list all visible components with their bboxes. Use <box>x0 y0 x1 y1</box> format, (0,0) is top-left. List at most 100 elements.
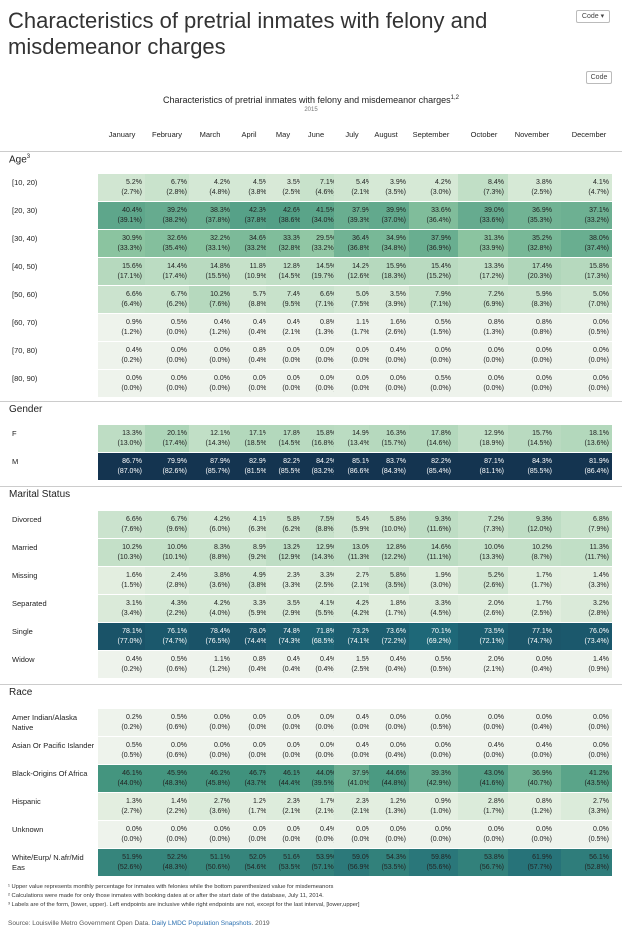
table-cell: 10.2% (7.6%) <box>196 290 230 310</box>
misdemeanor-value: (14.5%) <box>278 440 303 447</box>
table-cell: 0.0% (0.0%) <box>417 346 451 366</box>
table-cell: 53.9% (57.1%) <box>302 853 336 873</box>
cell-shade <box>229 453 266 480</box>
cell-shade <box>188 709 230 736</box>
felony-value: 30.9% <box>122 235 142 242</box>
felony-value: 1.3% <box>126 798 142 805</box>
table-cell: 6.6% (6.4%) <box>108 290 142 310</box>
misdemeanor-value: (2.1%) <box>483 666 504 673</box>
cell-shade <box>299 230 334 257</box>
felony-value: 45.9% <box>167 770 187 777</box>
cell-shade <box>144 342 189 369</box>
cell-shade <box>334 737 369 764</box>
felony-value: 0.0% <box>253 375 269 382</box>
table-cell: 8.3% (8.8%) <box>196 543 230 563</box>
table-cell: 1.2% (1.7%) <box>235 797 269 817</box>
code-button[interactable]: Code <box>586 71 612 84</box>
cell-shade <box>457 314 508 341</box>
misdemeanor-value: (7.0%) <box>588 301 609 308</box>
felony-value: 0.5% <box>171 319 187 326</box>
misdemeanor-value: (17.1%) <box>117 273 142 280</box>
felony-value: 13.3% <box>122 430 142 437</box>
misdemeanor-value: (33.2%) <box>311 245 336 252</box>
misdemeanor-value: (39.5%) <box>311 780 336 787</box>
table-cell: 0.8% (0.4%) <box>235 655 269 675</box>
section-divider <box>0 401 622 402</box>
felony-value: 17.8% <box>431 430 451 437</box>
table-cell: 0.5% (0.0%) <box>153 318 187 338</box>
table-cell: 2.7% (3.3%) <box>575 797 609 817</box>
cell-shade <box>299 623 334 650</box>
cell-shade <box>508 258 561 285</box>
table-cell: 4.3% (2.2%) <box>153 599 187 619</box>
misdemeanor-value: (0.0%) <box>430 836 451 843</box>
felony-value: 52.0% <box>249 854 269 861</box>
cell-shade <box>266 849 300 876</box>
felony-value: 15.8% <box>316 430 336 437</box>
cell-shade <box>334 849 369 876</box>
cell-shade <box>369 595 409 622</box>
felony-value: 1.7% <box>536 600 552 607</box>
table-cell: 11.3% (11.7%) <box>575 543 609 563</box>
misdemeanor-value: (10.0%) <box>381 526 406 533</box>
cell-shade <box>266 737 300 764</box>
cell-shade <box>144 595 189 622</box>
cell-shade <box>188 821 230 848</box>
felony-value: 83.7% <box>386 458 406 465</box>
row-label: [20, 30) <box>12 206 38 215</box>
misdemeanor-value: (1.2%) <box>209 329 230 336</box>
cell-shade <box>98 539 145 566</box>
felony-value: 5.8% <box>287 516 303 523</box>
cell-shade <box>144 651 189 678</box>
felony-value: 52.2% <box>167 854 187 861</box>
misdemeanor-value: (13.4%) <box>347 440 372 447</box>
misdemeanor-value: (15.5%) <box>205 273 230 280</box>
felony-value: 17.8% <box>283 430 303 437</box>
cell-shade <box>229 709 266 736</box>
table-cell: 18.1% (13.6%) <box>575 429 609 449</box>
source-link[interactable]: Daily LMDC Population Snapshots <box>151 920 252 927</box>
misdemeanor-value: (0.0%) <box>385 724 406 731</box>
felony-value: 36.9% <box>532 770 552 777</box>
cell-shade <box>457 737 508 764</box>
misdemeanor-value: (74.4%) <box>244 638 269 645</box>
misdemeanor-value: (17.4%) <box>162 273 187 280</box>
row-label: Married <box>12 543 38 552</box>
table-cell: 83.7% (84.3%) <box>372 457 406 477</box>
misdemeanor-value: (0.0%) <box>282 836 303 843</box>
felony-value: 0.0% <box>593 375 609 382</box>
misdemeanor-value: (43.5%) <box>584 780 609 787</box>
misdemeanor-value: (55.6%) <box>426 864 451 871</box>
misdemeanor-value: (0.0%) <box>385 836 406 843</box>
table-cell: 78.1% (77.0%) <box>108 627 142 647</box>
misdemeanor-value: (43.7%) <box>244 780 269 787</box>
misdemeanor-value: (3.5%) <box>385 582 406 589</box>
table-cell: 6.7% (2.8%) <box>153 178 187 198</box>
felony-value: 0.0% <box>593 319 609 326</box>
table-cell: 0.0% (0.0%) <box>235 713 269 733</box>
cell-shade <box>369 286 409 313</box>
table-cell: 82.2% (85.5%) <box>269 457 303 477</box>
row-label: [80, 90) <box>12 374 38 383</box>
table-cell: 2.0% (2.6%) <box>470 599 504 619</box>
cell-shade <box>408 567 458 594</box>
cell-shade <box>266 821 300 848</box>
cell-shade <box>266 453 300 480</box>
cell-shade <box>144 453 189 480</box>
misdemeanor-value: (0.6%) <box>166 666 187 673</box>
table-cell: 0.5% (0.6%) <box>153 655 187 675</box>
felony-value: 79.9% <box>167 458 187 465</box>
misdemeanor-value: (0.6%) <box>166 724 187 731</box>
table-cell: 2.0% (2.1%) <box>470 655 504 675</box>
misdemeanor-value: (52.6%) <box>117 864 142 871</box>
cell-shade <box>560 539 612 566</box>
cell-shade <box>508 314 561 341</box>
row-label: [70, 80) <box>12 346 38 355</box>
felony-value: 14.9% <box>352 430 372 437</box>
cell-shade <box>457 342 508 369</box>
table-cell: 81.9% (86.4%) <box>575 457 609 477</box>
cell-shade <box>266 567 300 594</box>
table-cell: 76.1% (74.7%) <box>153 627 187 647</box>
felony-value: 87.1% <box>484 458 504 465</box>
code-dropdown-button[interactable]: Code ▾ <box>576 10 610 23</box>
